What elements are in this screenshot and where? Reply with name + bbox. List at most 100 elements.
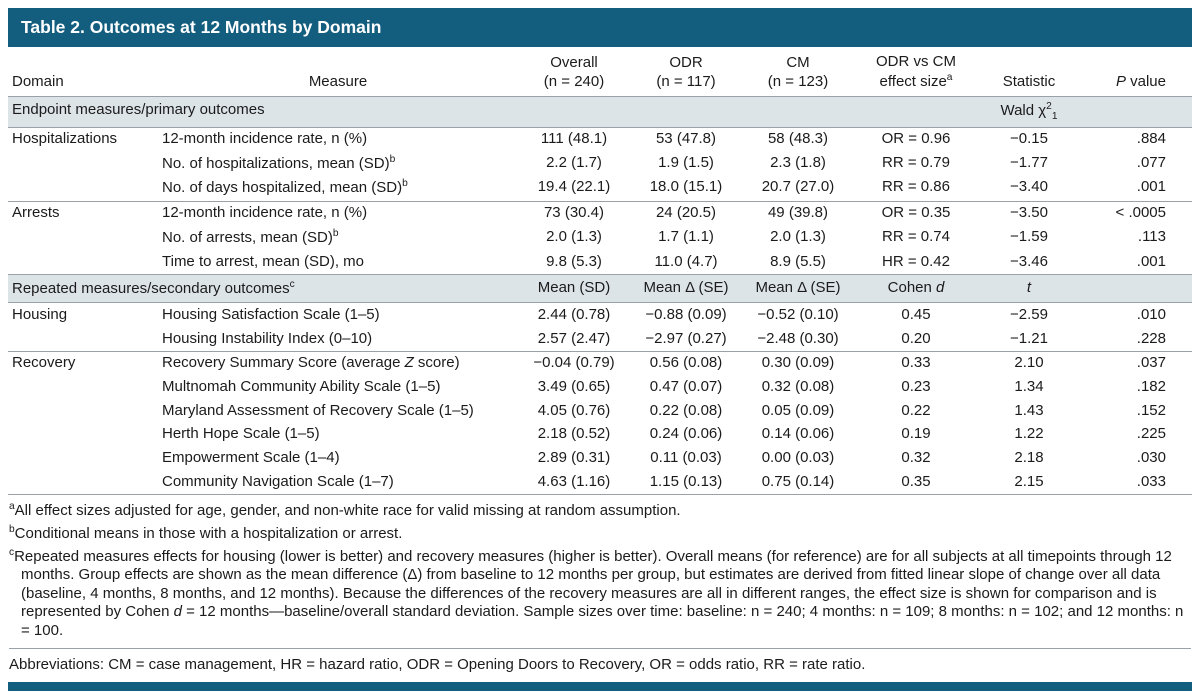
measure-cell: No. of hospitalizations, mean (SD)b: [158, 151, 518, 176]
domain-cell: [8, 399, 158, 423]
col-header-measure: Measure: [308, 72, 368, 90]
footnote-c-text-cont: = 12 months—baseline/overall standard de…: [21, 603, 1184, 639]
odr-cell: 11.0 (4.7): [654, 252, 718, 270]
table-row: Time to arrest, mean (SD), mo 9.8 (5.3) …: [8, 250, 1192, 274]
domain-cell: [8, 225, 158, 250]
col-header-overall-line1: Overall: [550, 54, 598, 71]
col-header-odr-line2: (n = 117): [656, 72, 716, 90]
measure-text: Housing Satisfaction Scale (1–5): [162, 305, 380, 323]
cm-cell: 2.0 (1.3): [770, 227, 826, 245]
table-row: No. of arrests, mean (SD)b 2.0 (1.3) 1.7…: [8, 225, 1192, 250]
p-value-cell: .884: [1136, 130, 1166, 148]
table-row: Multnomah Community Ability Scale (1–5) …: [8, 375, 1192, 399]
effect-size-cell: 0.22: [901, 401, 931, 419]
t-statistic-italic: t: [1026, 278, 1032, 296]
cm-cell: 8.9 (5.5): [770, 252, 826, 270]
table-row: Housing Instability Index (0–10) 2.57 (2…: [8, 327, 1192, 351]
odr-cell: 0.11 (0.03): [650, 449, 722, 467]
odr-subheader: Mean Δ (SE): [630, 274, 742, 303]
statistic-cell: −3.46: [1010, 252, 1048, 270]
overall-subheader: Mean (SD): [518, 274, 630, 303]
footnote-c: cRepeated measures effects for housing (…: [9, 545, 1191, 642]
wald-subscript: 1: [1051, 110, 1058, 122]
effect-size-cell: 0.20: [901, 329, 931, 347]
statistic-cell: −3.50: [1010, 204, 1048, 222]
col-header-p-value: P value: [1080, 47, 1192, 96]
measure-cell: No. of days hospitalized, mean (SD)b: [158, 176, 518, 201]
section-label: Repeated measures/secondary outcomes: [12, 279, 290, 297]
odr-cell: 53 (47.8): [655, 130, 717, 148]
p-value-cell: [1080, 96, 1192, 128]
cm-cell: −2.48 (0.30): [757, 329, 839, 347]
footnote-b-marker: b: [9, 523, 15, 535]
measure-text: Time to arrest, mean (SD), mo: [162, 252, 364, 270]
odr-cell: 0.24 (0.06): [649, 425, 723, 443]
p-value-cell: .228: [1136, 329, 1166, 347]
col-header-effect-line1: ODR vs CM: [876, 53, 956, 70]
col-header-effect-size: ODR vs CM effect sizea: [854, 47, 978, 96]
measure-text: Housing Instability Index (0–10): [162, 329, 373, 347]
measure-cell: Recovery Summary Score (average Z score): [158, 351, 518, 375]
measure-text: No. of hospitalizations, mean (SD): [162, 154, 390, 172]
overall-cell: 111 (48.1): [540, 130, 608, 148]
measure-cell: No. of arrests, mean (SD)b: [158, 225, 518, 250]
measure-cell: Housing Instability Index (0–10): [158, 327, 518, 351]
section-row: Repeated measures/secondary outcomesc Me…: [8, 274, 1192, 303]
effect-size-cell: 0.19: [901, 425, 931, 443]
measure-cell: Time to arrest, mean (SD), mo: [158, 250, 518, 274]
statistic-cell: 2.18: [1014, 449, 1044, 467]
domain-cell: [8, 151, 158, 176]
odr-cell: 18.0 (15.1): [649, 178, 723, 196]
measure-text: 12-month incidence rate, n (%): [162, 130, 368, 148]
p-value-cell: .037: [1136, 354, 1166, 372]
abbreviations-line: Abbreviations: CM = case management, HR …: [9, 648, 1191, 676]
p-value-cell: .033: [1136, 472, 1166, 490]
domain-cell: Housing: [12, 305, 68, 323]
cohen-label: Cohen: [887, 278, 937, 296]
measure-text: No. of days hospitalized, mean (SD): [162, 179, 403, 197]
p-value-cell: [1080, 274, 1192, 303]
col-header-cm: CM (n = 123): [742, 47, 854, 96]
effect-size-cell: 0.35: [901, 472, 931, 490]
domain-cell: [8, 176, 158, 201]
overall-cell: 2.89 (0.31): [537, 449, 611, 467]
p-value-rest: value: [1125, 72, 1166, 90]
measure-cell: Multnomah Community Ability Scale (1–5): [158, 375, 518, 399]
footnote-b-text: Conditional means in those with a hospit…: [14, 524, 403, 542]
measure-cell: Empowerment Scale (1–4): [158, 447, 518, 471]
z-score-italic: Z: [404, 354, 414, 372]
odr-cell: 24 (20.5): [655, 204, 717, 222]
domain-cell: Hospitalizations: [12, 130, 118, 148]
odr-cell: −0.88 (0.09): [645, 305, 727, 323]
overall-cell: 9.8 (5.3): [546, 252, 602, 270]
table-row: Community Navigation Scale (1–7) 4.63 (1…: [8, 470, 1192, 494]
statistic-cell: 1.43: [1014, 401, 1044, 419]
effect-size-cell: RR = 0.74: [882, 227, 950, 245]
effect-size-cell: 0.23: [901, 377, 931, 395]
abbreviations-text: Abbreviations: CM = case management, HR …: [9, 656, 866, 674]
overall-cell: 4.05 (0.76): [537, 401, 611, 419]
measure-text: Herth Hope Scale (1–5): [162, 425, 320, 443]
statistic-cell: −1.77: [1010, 153, 1048, 171]
p-value-cell: .225: [1136, 425, 1166, 443]
domain-cell: Recovery: [12, 354, 76, 372]
p-value-cell: .113: [1137, 227, 1166, 245]
footnote-a: aAll effect sizes adjusted for age, gend…: [9, 500, 1191, 523]
section-label-cell: Repeated measures/secondary outcomesc: [8, 274, 518, 303]
statistic-cell: −2.59: [1010, 305, 1048, 323]
col-header-effect-line2: effect size: [879, 72, 947, 90]
cm-cell: 2.3 (1.8): [770, 153, 826, 171]
overall-cell: 2.44 (0.78): [537, 305, 611, 323]
table-row: Empowerment Scale (1–4) 2.89 (0.31) 0.11…: [8, 447, 1192, 471]
statistic-cell: −1.21: [1010, 329, 1048, 347]
effect-size-cell: 0.45: [901, 305, 931, 323]
p-value-cell: .030: [1136, 449, 1166, 467]
cm-cell: 58 (48.3): [767, 130, 829, 148]
effect-size-cell: RR = 0.79: [882, 153, 950, 171]
table-row: Maryland Assessment of Recovery Scale (1…: [8, 399, 1192, 423]
table-row: Hospitalizations 12-month incidence rate…: [8, 127, 1192, 151]
wald-superscript: 2: [1046, 100, 1052, 112]
section-repeated-measures: Repeated measures/secondary outcomesc Me…: [8, 274, 1192, 303]
col-header-domain: Domain: [12, 72, 64, 90]
col-header-overall: Overall (n = 240): [518, 47, 630, 96]
